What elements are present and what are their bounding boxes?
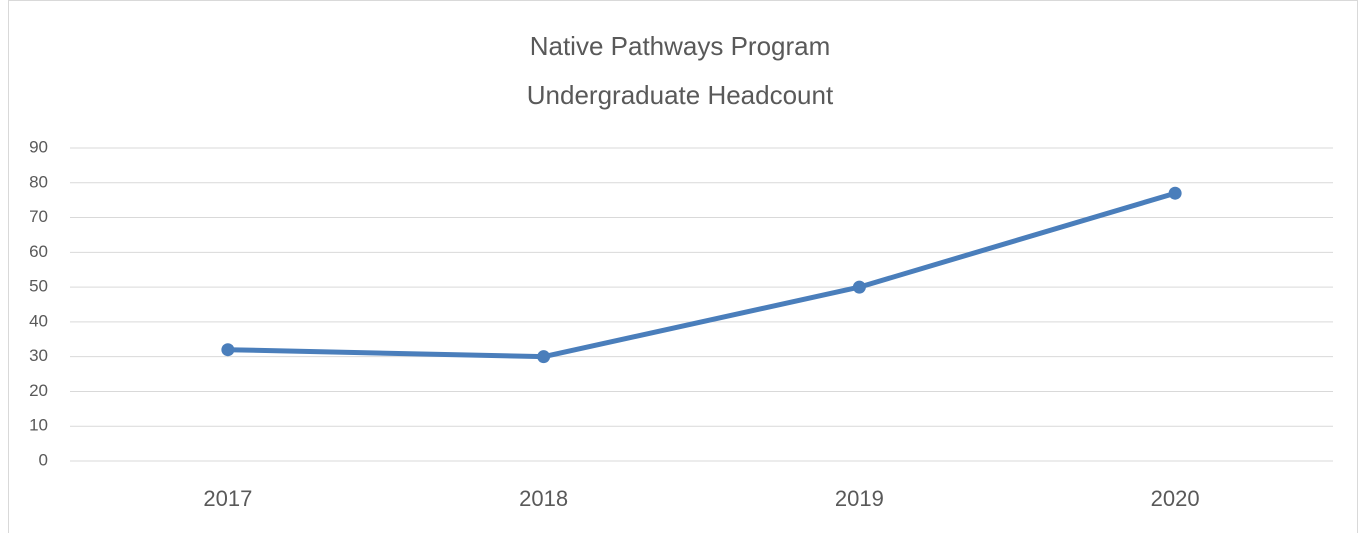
chart-title: Undergraduate Headcount <box>527 80 834 110</box>
y-tick-label: 80 <box>29 172 48 191</box>
chart-border <box>8 0 1358 538</box>
line <box>227 190 1176 360</box>
y-tick-label: 60 <box>29 242 48 261</box>
y-tick-label: 90 <box>29 137 48 156</box>
marker <box>1168 186 1182 200</box>
y-tick-label: 20 <box>29 381 48 400</box>
x-tick-label: 2019 <box>835 486 884 511</box>
y-tick-label: 70 <box>29 207 48 226</box>
y-tick-label: 10 <box>29 416 48 435</box>
chart-title: Native Pathways Program <box>530 31 831 61</box>
y-tick-label: 0 <box>39 450 48 469</box>
y-tick-label: 30 <box>29 346 48 365</box>
marker <box>221 343 235 357</box>
y-tick-label: 50 <box>29 277 48 296</box>
x-tick-label: 2017 <box>203 486 252 511</box>
marker <box>852 280 866 294</box>
x-tick-label: 2020 <box>1151 486 1200 511</box>
y-tick-label: 40 <box>29 311 48 330</box>
x-tick-label: 2018 <box>519 486 568 511</box>
marker <box>537 350 551 364</box>
